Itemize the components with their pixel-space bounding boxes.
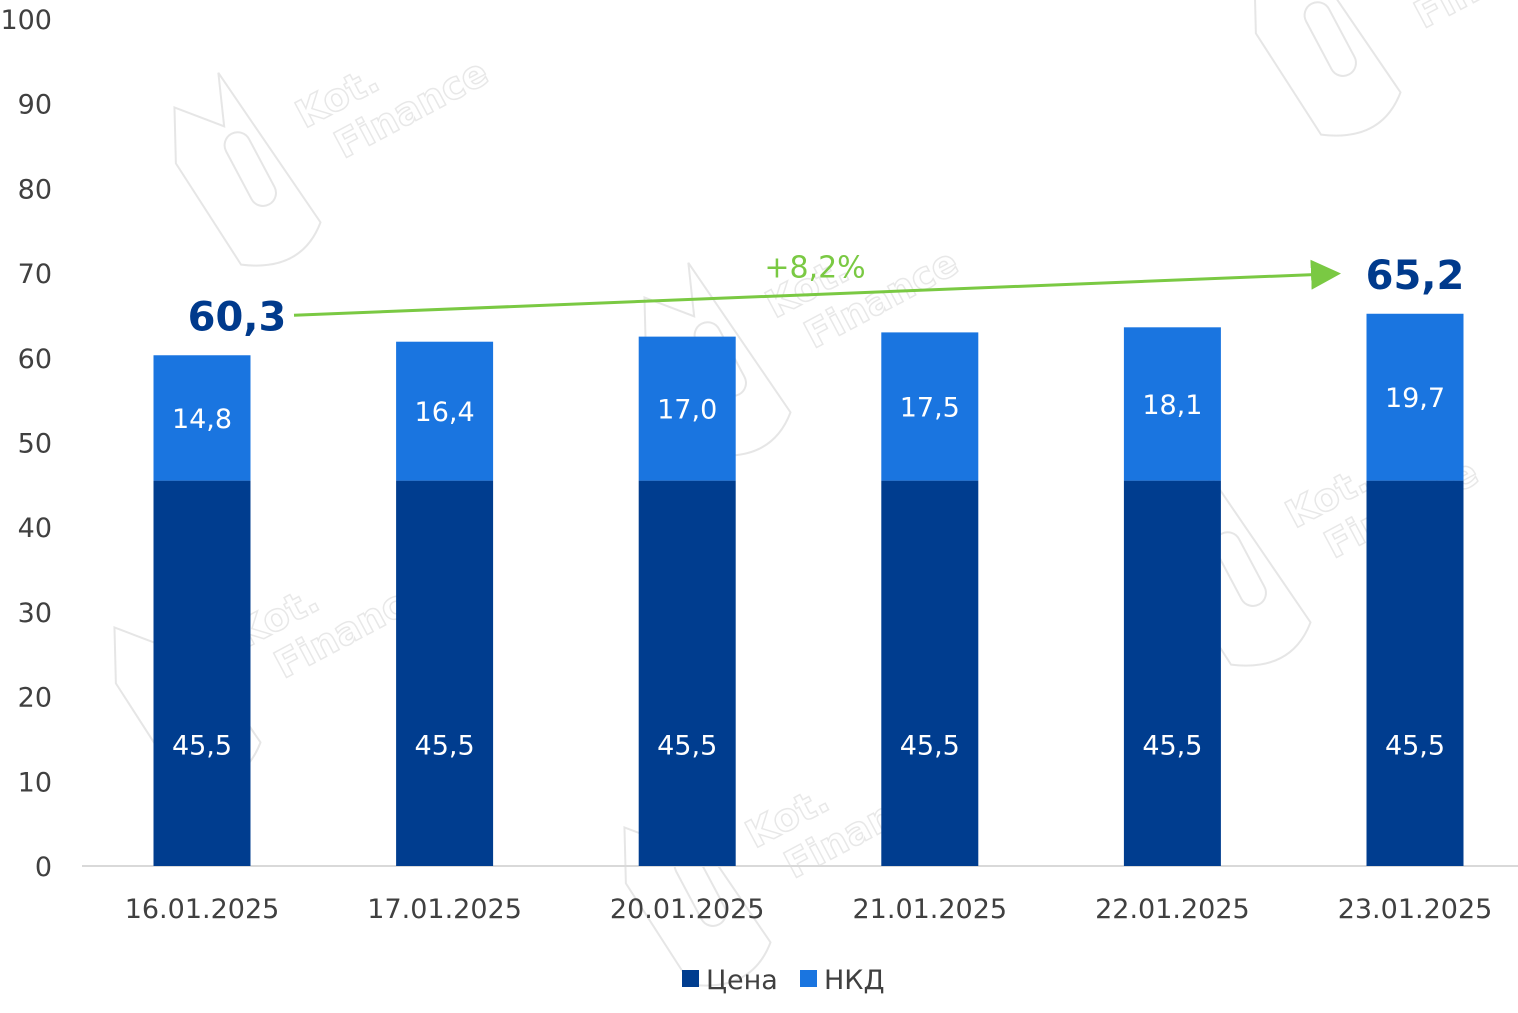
legend-swatch xyxy=(682,970,699,987)
y-tick-label: 30 xyxy=(18,598,52,629)
y-tick-label: 10 xyxy=(18,767,52,798)
watermark-layer: Kot.FinanceKot.FinanceKot.FinanceKot.Fin… xyxy=(113,0,1518,987)
bar-segment-nkd xyxy=(881,332,979,481)
bar-segment-nkd xyxy=(396,341,494,481)
legend-item-price: Цена xyxy=(682,965,778,996)
nkd-value-label: 16,4 xyxy=(415,397,475,428)
x-category-label: 17.01.2025 xyxy=(367,894,522,925)
bar-segment-nkd xyxy=(638,336,736,481)
bar-segment-price xyxy=(396,480,494,866)
legend-label: НКД xyxy=(824,965,885,996)
legend-item-nkd: НКД xyxy=(800,965,885,996)
y-tick-label: 100 xyxy=(0,5,52,36)
bar-segment-price xyxy=(881,480,979,866)
nkd-value-label: 19,7 xyxy=(1385,383,1445,414)
x-category-label: 23.01.2025 xyxy=(1338,894,1493,925)
nkd-value-label: 17,5 xyxy=(900,393,960,424)
y-tick-label: 90 xyxy=(18,90,52,121)
y-tick-label: 70 xyxy=(18,259,52,290)
nkd-value-label: 14,8 xyxy=(172,404,232,435)
x-category-label: 16.01.2025 xyxy=(125,894,280,925)
legend-swatch xyxy=(800,970,817,987)
watermark-logo: Kot.Finance xyxy=(173,49,496,267)
legend-label: Цена xyxy=(706,965,778,996)
x-category-label: 22.01.2025 xyxy=(1095,894,1250,925)
start-total-label: 60,3 xyxy=(188,294,287,340)
price-value-label: 45,5 xyxy=(657,731,717,762)
price-value-label: 45,5 xyxy=(1385,731,1445,762)
y-tick-label: 60 xyxy=(18,344,52,375)
bar-segment-nkd xyxy=(1366,313,1464,481)
growth-arrow xyxy=(293,259,1341,317)
nkd-value-label: 17,0 xyxy=(657,395,717,426)
x-category-label: 20.01.2025 xyxy=(610,894,765,925)
y-tick-label: 0 xyxy=(35,852,52,883)
bar-segment-price xyxy=(1123,480,1221,866)
growth-label: +8,2% xyxy=(764,250,865,285)
bar-segment-nkd xyxy=(1123,327,1221,481)
y-tick-label: 50 xyxy=(18,429,52,460)
bar-segment-price xyxy=(153,480,251,866)
watermark-logo: Kot.Finance xyxy=(1253,0,1518,137)
end-total-label: 65,2 xyxy=(1366,253,1465,299)
bar-segment-nkd xyxy=(153,355,251,481)
annotations: 60,3 65,2 +8,2% xyxy=(188,250,1465,340)
bar-segment-price xyxy=(1366,480,1464,866)
y-tick-label: 20 xyxy=(18,683,52,714)
watermark-text-finance: Finance xyxy=(1407,0,1518,37)
y-tick-label: 40 xyxy=(18,513,52,544)
legend: Цена НКД xyxy=(682,965,885,996)
price-value-label: 45,5 xyxy=(415,731,475,762)
bars: 45,5 14,8 45,5 16,4 45,5 17,0 45,5 17,5 45,5 18,1… xyxy=(153,313,1464,866)
price-value-label: 45,5 xyxy=(1142,731,1202,762)
x-category-label: 21.01.2025 xyxy=(853,894,1008,925)
bar-segment-price xyxy=(638,480,736,866)
price-value-label: 45,5 xyxy=(900,731,960,762)
y-tick-label: 80 xyxy=(18,174,52,205)
y-axis: 0 10 20 30 40 50 60 70 80 90 100 xyxy=(0,5,52,883)
x-axis: 16.01.2025 17.01.2025 20.01.2025 21.01.2025… xyxy=(125,894,1493,925)
nkd-value-label: 18,1 xyxy=(1142,390,1202,421)
price-value-label: 45,5 xyxy=(172,731,232,762)
